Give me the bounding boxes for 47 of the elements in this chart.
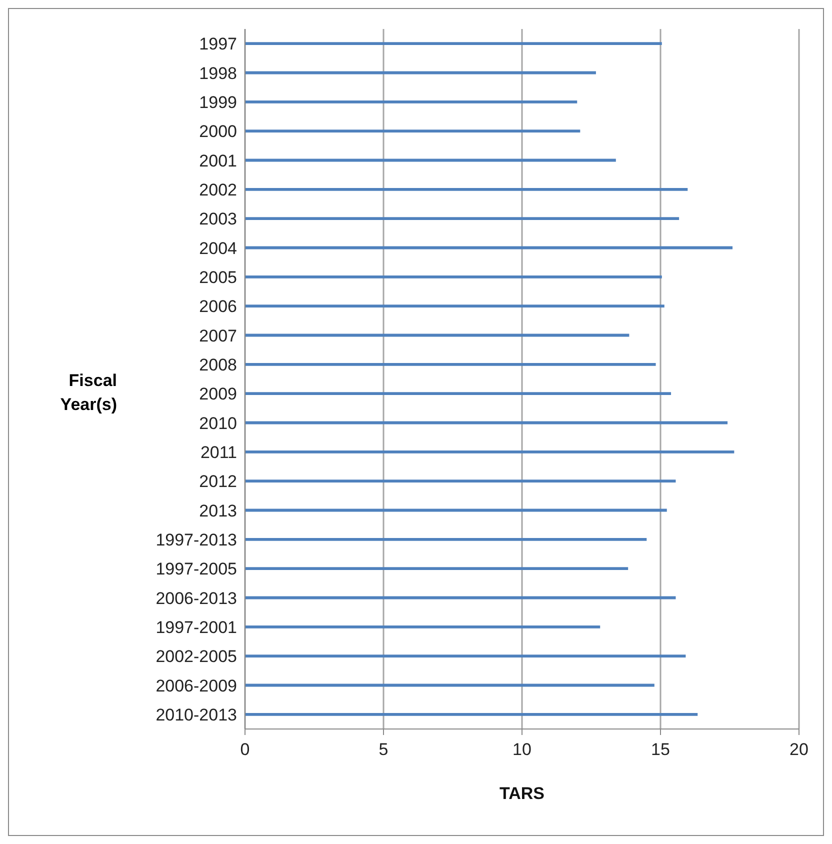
- bar: [245, 480, 676, 483]
- y-tick-label: 2005: [199, 268, 237, 287]
- y-tick-label: 2009: [199, 384, 237, 404]
- bar: [245, 450, 734, 454]
- y-tick-label: 2011: [200, 442, 237, 462]
- y-tick-label: 1997-2013: [156, 530, 237, 550]
- y-tick-label: 2008: [199, 355, 237, 374]
- bar: [245, 217, 680, 220]
- y-tick-label: 2010: [199, 414, 237, 433]
- bar: [245, 538, 647, 541]
- bar: [245, 712, 698, 716]
- x-tick-label: 0: [240, 740, 250, 760]
- bar: [245, 42, 662, 46]
- y-tick-label: 2002-2005: [156, 647, 237, 666]
- y-tick-label: 2007: [199, 326, 237, 346]
- x-tick-label: 20: [790, 740, 808, 760]
- bar: [245, 188, 688, 191]
- y-tick-label: 2002: [199, 180, 237, 200]
- y-tick-label: 2006-2009: [156, 676, 237, 696]
- y-tick-label: 1999: [199, 92, 237, 112]
- bar: [245, 362, 656, 366]
- bar: [245, 567, 628, 570]
- bar: [245, 130, 580, 133]
- y-tick-label: 2000: [199, 122, 237, 142]
- bar: [245, 275, 662, 278]
- y-tick-label: 2006: [199, 297, 237, 316]
- bar: [245, 625, 600, 628]
- y-tick-label: 2001: [199, 151, 237, 170]
- bar: [245, 392, 672, 396]
- y-tick-label: 2003: [199, 210, 237, 229]
- x-tick-label: 15: [651, 740, 670, 760]
- bar: [245, 304, 664, 308]
- y-tick-label: 1997-2001: [156, 618, 237, 637]
- y-tick-label: 1997: [199, 34, 237, 54]
- y-tick-label: 2012: [199, 472, 237, 492]
- bar: [245, 100, 578, 104]
- bar: [245, 654, 686, 658]
- y-tick-label: 2010-2013: [156, 705, 237, 724]
- y-tick-label: 2013: [199, 501, 237, 520]
- x-tick-label: 10: [512, 740, 532, 760]
- y-tick-label: 1997-2005: [156, 560, 237, 579]
- y-axis-title: Fiscal Year(s): [59, 370, 117, 416]
- y-tick-label: 2004: [199, 238, 237, 258]
- x-tick-label: 5: [378, 740, 388, 760]
- x-axis-title: TARS: [499, 784, 545, 803]
- y-tick-label: 2006-2013: [156, 588, 237, 608]
- y-tick-label: 1998: [199, 64, 237, 83]
